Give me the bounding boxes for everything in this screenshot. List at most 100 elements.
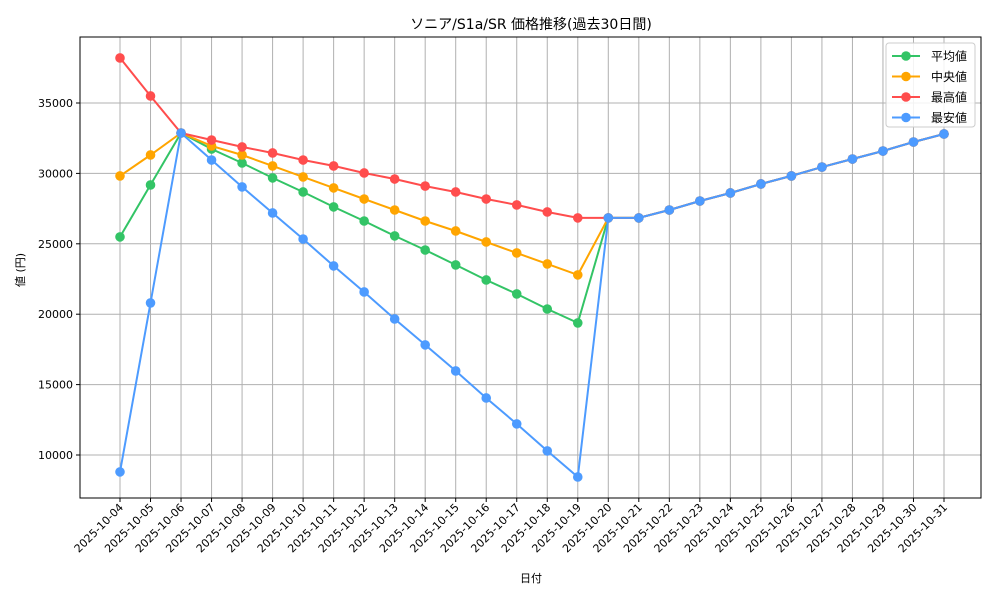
data-point — [359, 168, 369, 178]
data-point — [695, 196, 705, 206]
data-point — [420, 245, 430, 255]
data-point — [389, 205, 400, 215]
data-point — [572, 318, 583, 328]
data-point — [359, 287, 369, 297]
y-tick-label: 35000 — [38, 97, 73, 110]
data-point — [908, 137, 919, 147]
data-point — [450, 226, 461, 236]
data-point — [328, 261, 339, 271]
data-point — [450, 187, 461, 197]
data-point — [511, 248, 522, 258]
data-point — [450, 260, 461, 270]
data-point — [389, 314, 400, 324]
data-point — [511, 200, 522, 210]
data-point — [481, 393, 492, 403]
data-point — [450, 366, 461, 376]
data-point — [481, 275, 492, 285]
data-point — [115, 467, 125, 477]
legend-label: 最高値 — [931, 90, 967, 105]
data-point — [389, 174, 400, 184]
data-point — [328, 183, 339, 193]
data-point — [267, 208, 278, 218]
legend-label: 中央値 — [931, 69, 967, 84]
data-point — [481, 194, 492, 204]
series-group — [115, 53, 949, 482]
data-point — [267, 161, 278, 171]
data-point — [206, 135, 217, 145]
y-tick-label: 15000 — [38, 379, 73, 392]
legend-marker — [901, 71, 911, 82]
data-point — [145, 91, 156, 101]
data-point — [145, 298, 156, 308]
series-line — [119, 57, 945, 219]
data-point — [634, 213, 644, 223]
data-point — [664, 205, 675, 215]
data-point — [298, 234, 308, 244]
data-point — [206, 155, 217, 165]
data-point — [298, 187, 308, 197]
data-point — [481, 237, 492, 247]
data-point — [542, 207, 553, 217]
series-3 — [115, 128, 949, 482]
data-point — [145, 180, 156, 190]
data-point — [298, 155, 308, 165]
plot-frame — [79, 36, 982, 499]
data-point — [298, 172, 308, 182]
data-point — [511, 289, 522, 299]
data-point — [115, 53, 125, 63]
legend-box — [885, 42, 976, 128]
legend-label: 平均値 — [931, 49, 967, 64]
data-point — [572, 270, 583, 280]
data-point — [542, 259, 553, 269]
data-point — [176, 128, 186, 138]
legend-marker — [901, 51, 911, 61]
y-tick-label: 25000 — [38, 238, 73, 251]
y-tick-label: 10000 — [38, 449, 73, 462]
series-line — [119, 131, 945, 479]
legend-marker — [901, 112, 911, 123]
data-point — [847, 154, 858, 164]
y-axis-ticks: 10000 15000 20000 25000 30000 35000 — [38, 97, 80, 462]
data-point — [359, 216, 369, 226]
legend-label: 最安値 — [931, 110, 967, 125]
data-point — [237, 142, 247, 152]
chart-title: ソニア/S1a/SR 価格推移(過去30日間) — [410, 17, 652, 33]
data-point — [237, 182, 247, 192]
data-point — [115, 171, 125, 181]
data-point — [725, 188, 736, 198]
data-point — [756, 179, 766, 189]
data-point — [786, 171, 797, 181]
y-axis-label: 値 (円) — [14, 253, 27, 287]
data-point — [542, 446, 553, 456]
data-point — [420, 216, 430, 226]
legend-marker — [901, 92, 911, 102]
data-point — [511, 419, 522, 429]
data-point — [420, 340, 430, 350]
series-2 — [115, 53, 949, 223]
data-point — [328, 202, 339, 212]
data-point — [237, 150, 247, 160]
data-point — [878, 146, 888, 156]
data-point — [572, 472, 583, 482]
data-point — [420, 181, 430, 191]
data-point — [359, 194, 369, 204]
data-point — [939, 129, 949, 139]
data-point — [542, 304, 553, 314]
y-tick-label: 30000 — [38, 167, 73, 180]
data-point — [328, 161, 339, 171]
data-point — [572, 213, 583, 223]
data-point — [267, 173, 278, 183]
data-point — [145, 150, 156, 160]
data-point — [115, 232, 125, 242]
x-axis-label: 日付 — [520, 572, 542, 585]
y-tick-label: 20000 — [38, 308, 73, 321]
data-point — [237, 158, 247, 168]
x-axis-ticks: 2025-10-042025-10-052025-10-062025-10-07… — [72, 498, 950, 555]
data-point — [267, 148, 278, 158]
data-point — [817, 162, 827, 172]
data-point — [389, 231, 400, 241]
grid — [80, 37, 981, 498]
data-point — [603, 213, 614, 223]
